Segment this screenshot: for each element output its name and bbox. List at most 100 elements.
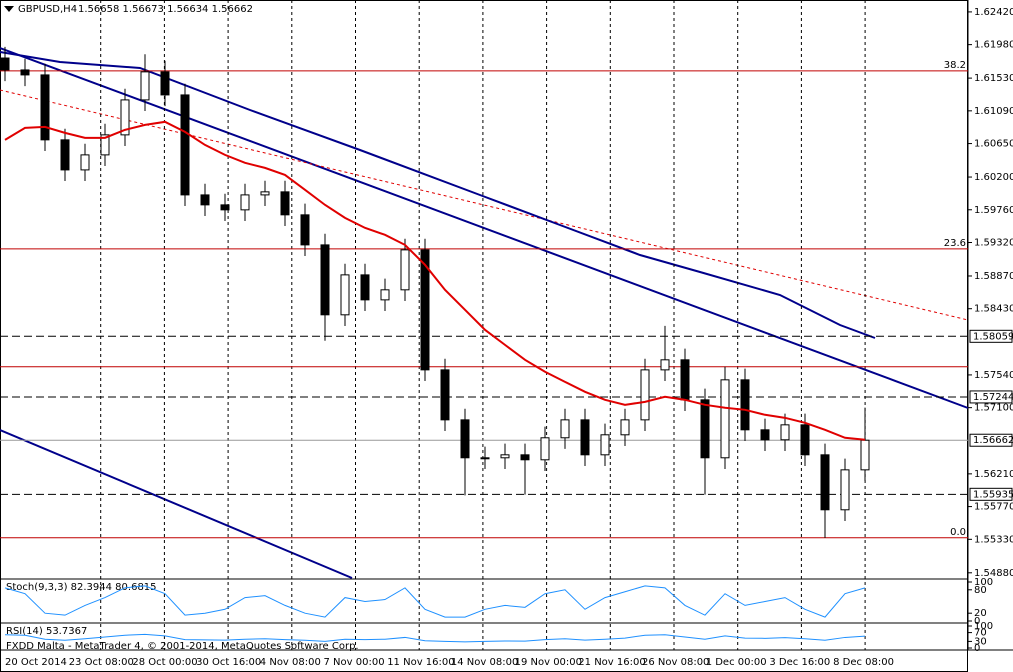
trendline [0, 47, 969, 409]
candle-body [360, 274, 370, 301]
candle-body [840, 469, 850, 511]
candle-body [400, 249, 410, 291]
y-tick-label: 1.59760 [974, 205, 1013, 216]
candle-body [860, 439, 870, 471]
footer: FXDD Malta - MetaTrader 4, © 2001-2014, … [6, 641, 359, 652]
x-tick-label: 20 Oct 2014 [5, 657, 67, 668]
y-tick-label: 0 [974, 616, 980, 627]
price-marker-label: 1.57244 [973, 392, 1013, 403]
y-tick-label: 1.61090 [974, 106, 1013, 117]
indicator-line [4, 633, 866, 643]
y-tick-label: 30 [974, 636, 987, 647]
candle-body [660, 359, 670, 371]
x-tick-label: 21 Nov 16:00 [578, 657, 645, 668]
y-tick-label: 80 [974, 585, 987, 596]
y-tick-label: 20 [974, 608, 987, 619]
candle-body [560, 419, 570, 439]
x-tick-label: 30 Oct 16:00 [196, 657, 261, 668]
candle-body [800, 424, 810, 456]
indicator-line [4, 585, 866, 618]
candle-body [500, 454, 510, 459]
candle-body [780, 424, 790, 441]
candle-body [200, 194, 210, 206]
candle-body [100, 134, 110, 156]
price-marker-label: 1.58059 [973, 331, 1013, 342]
candle-body [420, 249, 430, 371]
candle-body [80, 154, 90, 171]
fib-label: 0.0 [950, 527, 966, 538]
trendline [0, 429, 353, 579]
y-tick-label: 0 [974, 643, 980, 654]
x-tick-label: 19 Nov 00:00 [515, 657, 582, 668]
y-tick-label: 1.58430 [974, 304, 1013, 315]
y-tick-label: 1.60200 [974, 172, 1013, 183]
candle-body [680, 359, 690, 401]
candle-body [760, 429, 770, 441]
candle-body [0, 57, 10, 71]
price-marker-box [969, 487, 1013, 501]
x-tick-label: 1 Dec 00:00 [706, 657, 767, 668]
x-tick-label: 7 Nov 00:00 [324, 657, 385, 668]
y-tick-label: 1.62420 [974, 7, 1013, 18]
moving-average [4, 120, 866, 441]
y-tick-label: 1.57540 [974, 370, 1013, 381]
candle-body [20, 69, 30, 76]
candle-body [720, 379, 730, 459]
candle-body [60, 139, 70, 171]
candle-body [640, 369, 650, 421]
symbol: GBPUSD,H4 [18, 4, 77, 15]
y-tick-label: 1.55330 [974, 534, 1013, 545]
candle-body [240, 194, 250, 211]
price-marker-label: 1.55935 [973, 489, 1013, 500]
ohlc: 1.56658 1.56673 1.56634 1.56662 [78, 4, 253, 15]
x-tick-label: 28 Oct 00:00 [132, 657, 197, 668]
candle-body [280, 191, 290, 216]
long-ma [0, 51, 876, 339]
x-tick-label: 11 Nov 16:00 [387, 657, 454, 668]
x-tick-label: 26 Nov 08:00 [642, 657, 709, 668]
fib-label: 23.6 [944, 238, 966, 249]
price-marker-box [969, 433, 1013, 447]
y-tick-label: 1.55770 [974, 502, 1013, 513]
indicator-title: Stoch(9,3,3) 82.3944 80.6815 [6, 582, 157, 593]
candle-body [220, 204, 230, 211]
price-marker-box [969, 390, 1013, 404]
candle-body [260, 191, 270, 196]
x-tick-label: 3 Dec 16:00 [769, 657, 830, 668]
y-tick-label: 1.61530 [974, 73, 1013, 84]
candle-body [440, 369, 450, 421]
candle-body [380, 289, 390, 301]
price-marker-label: 1.56662 [973, 435, 1013, 446]
y-tick-label: 70 [974, 628, 987, 639]
candle-body [600, 434, 610, 456]
y-tick-label: 100 [974, 621, 993, 632]
menu-icon[interactable] [4, 6, 14, 12]
candle-body [620, 419, 630, 436]
y-tick-label: 1.56210 [974, 469, 1013, 480]
candle-body [540, 437, 550, 461]
candle-body [740, 379, 750, 431]
candle-body [820, 454, 830, 511]
x-tick-label: 14 Nov 08:00 [451, 657, 518, 668]
candle-body [460, 419, 470, 459]
x-tick-label: 23 Oct 08:00 [69, 657, 134, 668]
indicator-title: RSI(14) 53.7367 [6, 626, 87, 637]
candle-body [480, 457, 490, 460]
candle-body [140, 71, 150, 101]
y-tick-label: 1.59320 [974, 238, 1013, 249]
candle-body [40, 74, 50, 141]
candle-body [340, 274, 350, 316]
x-tick-label: 4 Nov 08:00 [260, 657, 321, 668]
y-tick-label: 1.58870 [974, 271, 1013, 282]
fib-label: 38.2 [944, 60, 966, 71]
y-tick-label: 1.61980 [974, 40, 1013, 51]
x-tick-label: 8 Dec 08:00 [833, 657, 894, 668]
trendline-dashed [0, 89, 969, 321]
y-tick-label: 1.57100 [974, 403, 1013, 414]
candle-body [160, 71, 170, 96]
y-tick-label: 1.60650 [974, 139, 1013, 150]
candle-body [300, 214, 310, 246]
y-tick-label: 1.54880 [974, 568, 1013, 579]
